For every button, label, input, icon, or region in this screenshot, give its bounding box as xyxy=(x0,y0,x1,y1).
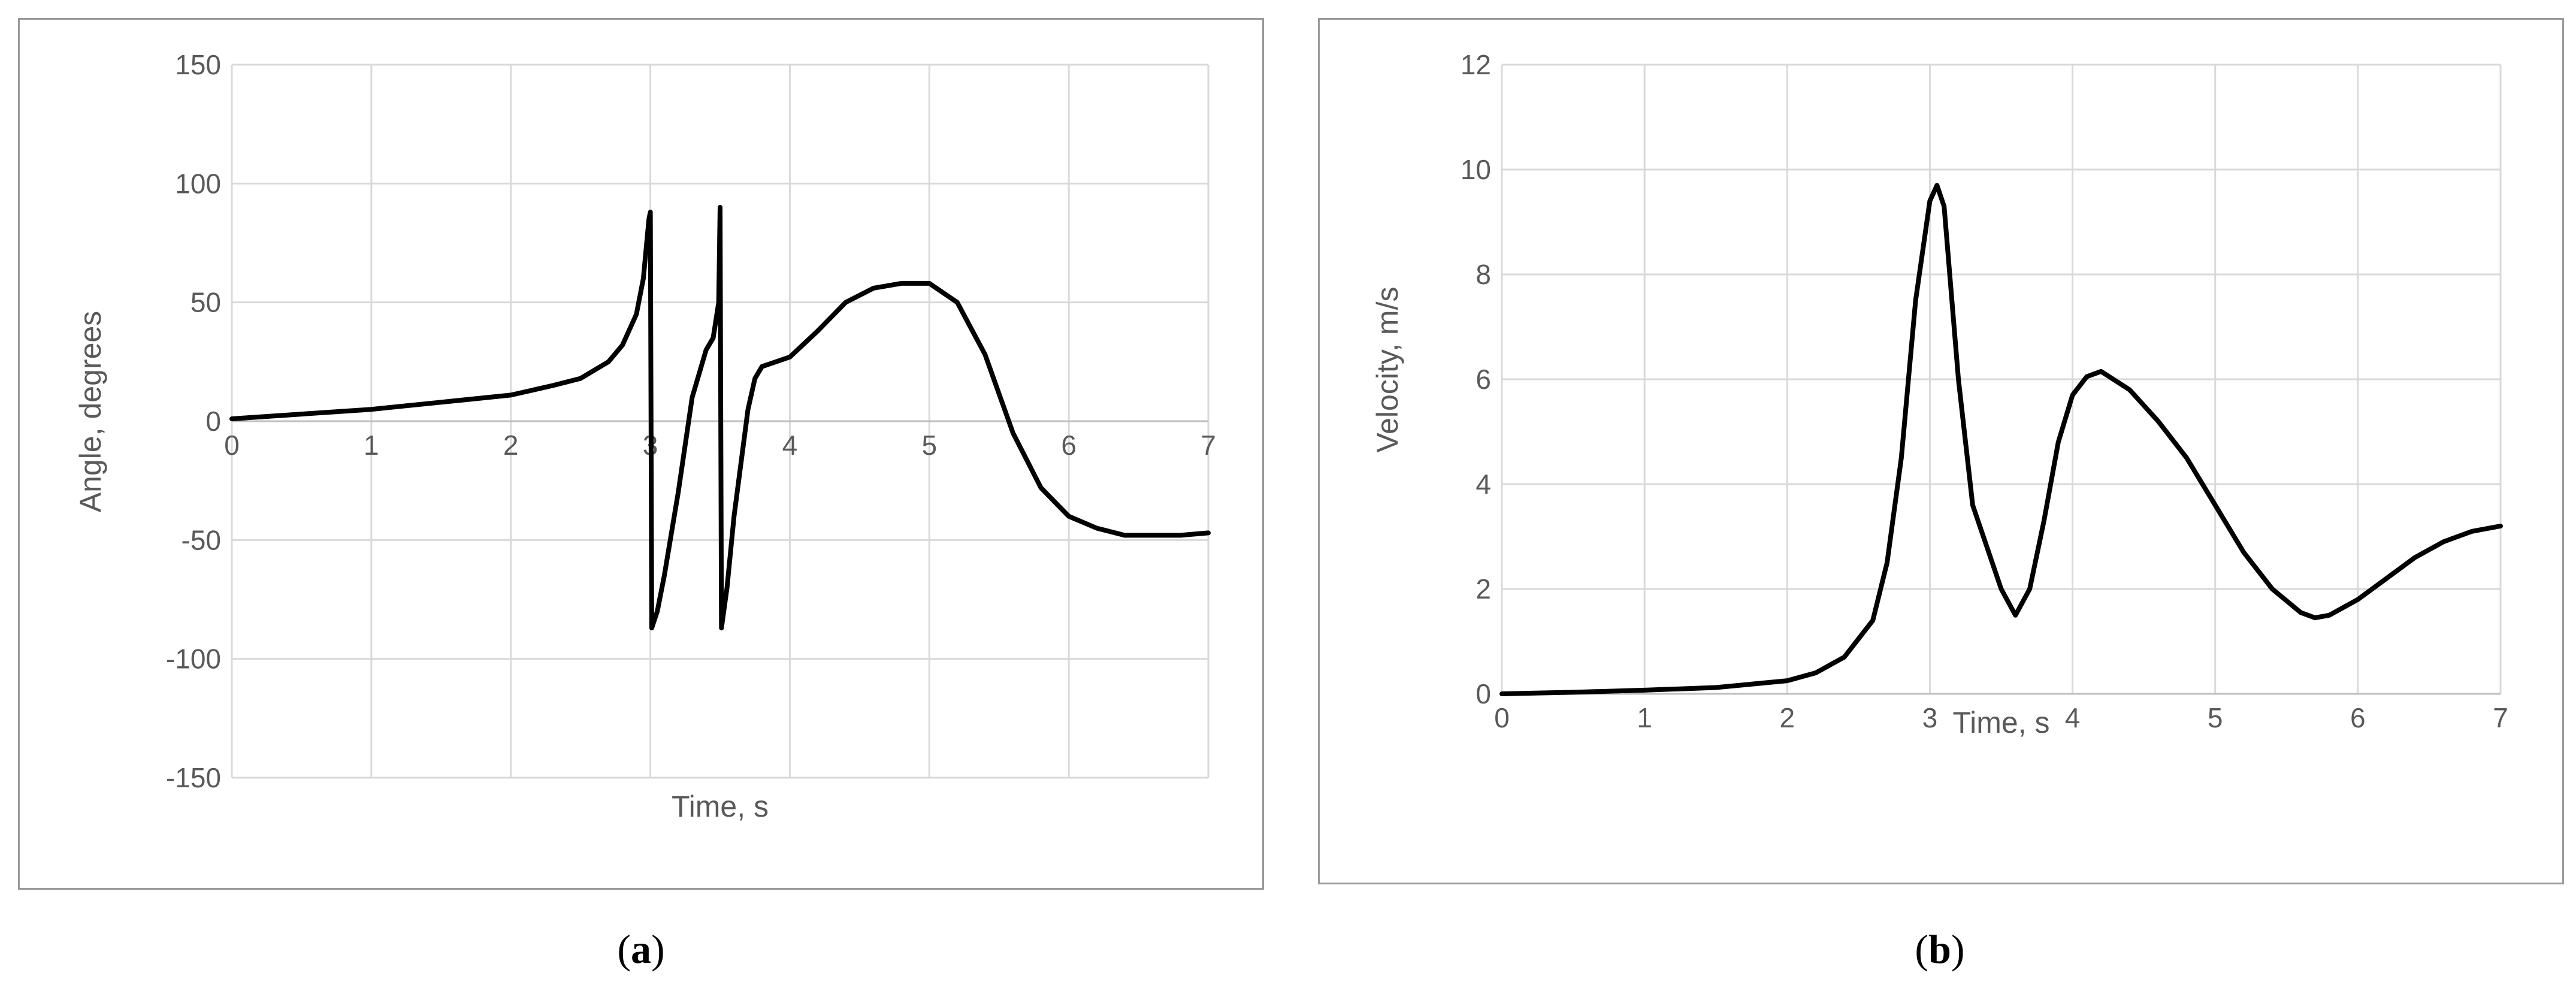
x-tick-label: 7 xyxy=(1201,430,1216,461)
y-tick-label: -100 xyxy=(166,643,221,675)
y-tick-label: 6 xyxy=(1476,364,1491,395)
y-tick-label: 100 xyxy=(175,168,221,199)
y-tick-label: 150 xyxy=(175,49,221,80)
caption-b-letter: b xyxy=(1928,926,1951,972)
x-tick-label: 2 xyxy=(503,430,519,461)
y-tick-label: 10 xyxy=(1461,154,1491,185)
y-tick-label: 50 xyxy=(191,287,221,318)
caption-a-letter: a xyxy=(631,926,651,972)
x-tick-label: 3 xyxy=(1922,702,1938,733)
chart-panel-b: 0 2 4 6 8 10 12 0 1 2 3 4 5 6 7 Time, s Velocity, m/s xyxy=(1318,18,2564,884)
y-tick-label: 8 xyxy=(1476,259,1491,290)
y-tick-label: 12 xyxy=(1461,49,1491,80)
x-tick-label: 1 xyxy=(1637,702,1652,733)
caption-a: (a) xyxy=(617,926,665,972)
x-tick-label: 5 xyxy=(921,430,937,461)
x-tick-label: 4 xyxy=(782,430,798,461)
x-axis-title: Time, s xyxy=(672,790,769,823)
chart-panel-a: -150 -100 -50 0 50 100 150 0 1 2 3 4 5 6 7 Time, s Angle… xyxy=(18,18,1264,890)
y-tick-label: 4 xyxy=(1476,469,1491,500)
x-tick-label: 0 xyxy=(224,430,240,461)
y-axis-title: Velocity, m/s xyxy=(1371,287,1404,453)
y-tick-label: -50 xyxy=(182,524,221,555)
caption-b: (b) xyxy=(1915,926,1965,972)
x-tick-label: 7 xyxy=(2493,702,2508,733)
x-tick-label: 5 xyxy=(2208,702,2223,733)
series-line xyxy=(229,205,1211,631)
x-axis-title: Time, s xyxy=(1952,706,2049,739)
x-tick-label: 0 xyxy=(1494,702,1510,733)
series-line xyxy=(1499,183,2503,696)
x-tick-label: 2 xyxy=(1779,702,1795,733)
y-tick-label: -150 xyxy=(166,762,221,793)
y-tick-label: 0 xyxy=(1476,678,1491,709)
y-axis-title: Angle, degrees xyxy=(74,311,107,512)
x-tick-label: 6 xyxy=(1061,430,1077,461)
y-tick-label: 2 xyxy=(1476,573,1491,605)
x-tick-label: 6 xyxy=(2350,702,2366,733)
x-tick-label: 1 xyxy=(364,430,379,461)
y-tick-label: 0 xyxy=(205,406,221,437)
x-tick-label: 4 xyxy=(2065,702,2081,733)
